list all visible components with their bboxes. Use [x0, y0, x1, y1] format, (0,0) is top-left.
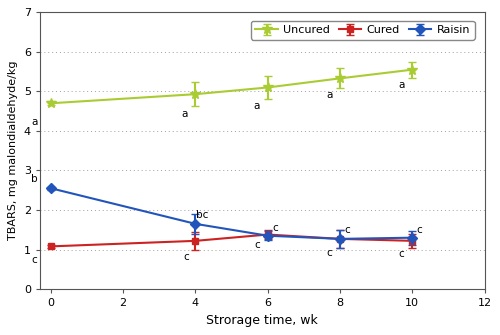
X-axis label: Strorage time, wk: Strorage time, wk	[206, 314, 318, 327]
Text: a: a	[32, 117, 38, 127]
Legend: Uncured, Cured, Raisin: Uncured, Cured, Raisin	[251, 21, 474, 40]
Text: c: c	[326, 248, 332, 258]
Text: a: a	[326, 90, 332, 100]
Text: c: c	[254, 241, 260, 251]
Text: c: c	[32, 255, 38, 265]
Text: a: a	[398, 79, 404, 89]
Text: c: c	[272, 222, 278, 232]
Text: a: a	[182, 109, 188, 119]
Y-axis label: TBARS, mg malondialdehyde/kg: TBARS, mg malondialdehyde/kg	[8, 61, 18, 241]
Text: b: b	[32, 174, 38, 184]
Text: c: c	[184, 252, 190, 262]
Text: c: c	[416, 224, 422, 234]
Text: a: a	[254, 101, 260, 111]
Text: bc: bc	[196, 210, 209, 220]
Text: c: c	[344, 225, 350, 235]
Text: c: c	[398, 249, 404, 259]
